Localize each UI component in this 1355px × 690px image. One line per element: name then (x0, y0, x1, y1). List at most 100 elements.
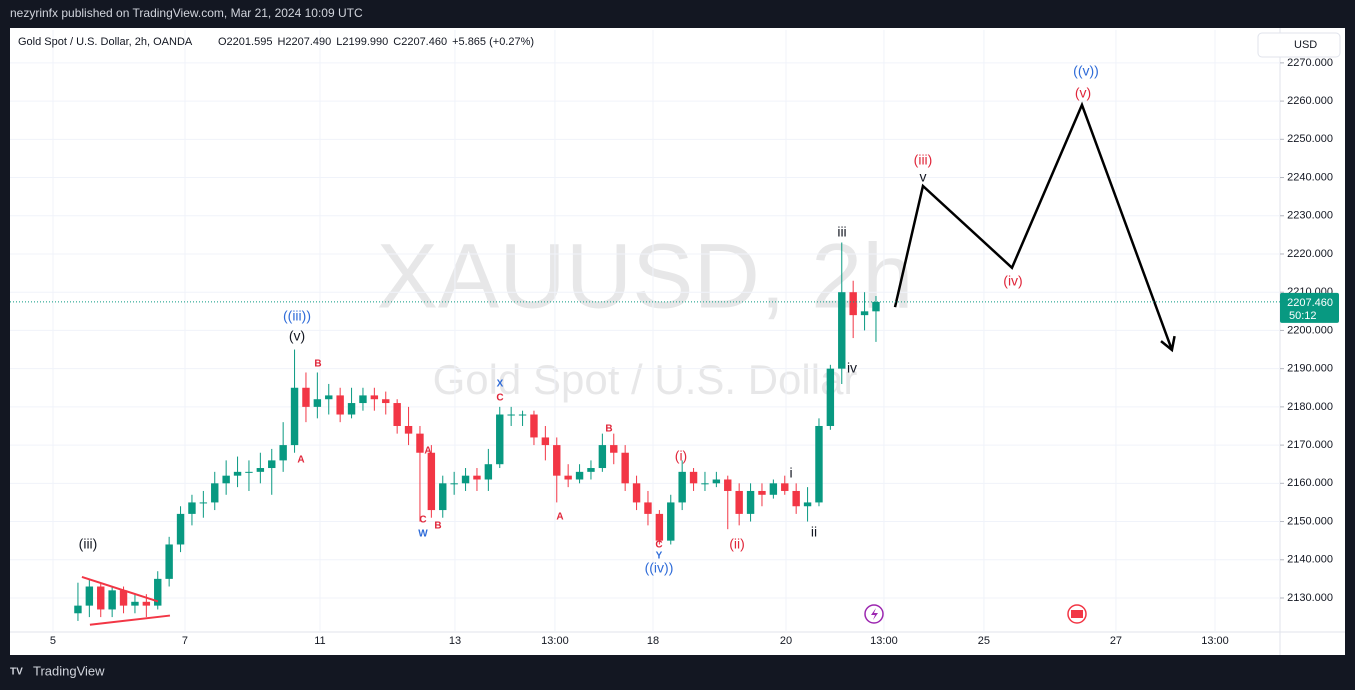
y-tick-label: 2220.000 (1287, 248, 1333, 260)
candle-body (119, 590, 128, 606)
candle-body (872, 301, 880, 312)
candle-body (575, 471, 584, 480)
candle-body (461, 475, 470, 484)
candle-body (621, 452, 629, 484)
candle-body (746, 490, 755, 514)
candle-body (496, 414, 504, 465)
candle-body (758, 490, 766, 495)
x-tick-label: 13:00 (870, 635, 898, 647)
candle-body (667, 502, 675, 541)
candle-body (632, 483, 641, 503)
wave-label: B (434, 521, 441, 532)
wave-label: (v) (289, 328, 305, 344)
x-tick-label: 27 (1110, 635, 1122, 647)
currency[interactable]: USD (1294, 39, 1317, 51)
candle-body (781, 483, 789, 491)
wave-label: (v) (1075, 85, 1091, 101)
countdown: 50:12 (1289, 310, 1317, 322)
wave-label: C (655, 540, 662, 551)
wave-label: B (314, 359, 321, 370)
wave-label: ii (811, 524, 817, 540)
x-tick-label: 5 (50, 635, 56, 647)
wave-label: i (789, 465, 792, 481)
wave-label: C (419, 515, 426, 526)
x-tick-label: 11 (314, 635, 325, 647)
candle-body (450, 483, 458, 485)
wave-label: iv (847, 360, 857, 376)
candle-body (518, 414, 527, 416)
ohlc-value: H2207.490 (277, 36, 331, 48)
candle-body (268, 460, 276, 469)
candle-body (302, 387, 310, 407)
y-tick-label: 2140.000 (1287, 554, 1333, 566)
candle-body (336, 395, 344, 415)
candle-body (587, 468, 595, 472)
wave-label: C (496, 393, 503, 404)
candle-body (439, 483, 447, 511)
ohlc-value: +5.865 (+0.27%) (452, 36, 534, 48)
last-price-box (1280, 292, 1339, 323)
x-tick-label: 13 (449, 635, 461, 647)
wave-label: W (418, 529, 428, 540)
candle-body (233, 471, 242, 476)
candle-body (245, 471, 253, 473)
footer-logo: TradingView (33, 663, 105, 678)
candle-body (860, 311, 869, 316)
wave-label: v (920, 169, 927, 185)
candle-body (803, 502, 812, 507)
logo-mark: TV (10, 667, 23, 678)
y-tick-label: 2240.000 (1287, 171, 1333, 183)
x-tick-label: 13:00 (541, 635, 569, 647)
wave-label: (iv) (1003, 273, 1022, 289)
x-tick-label: 18 (647, 635, 659, 647)
candle-body (689, 471, 698, 484)
candle-body (564, 475, 572, 480)
publish-info: nezyrinfx published on TradingView.com, … (10, 6, 363, 20)
wave-label: Y (656, 551, 663, 562)
candle-body (815, 425, 823, 503)
candle-body (325, 395, 333, 400)
y-tick-label: 2150.000 (1287, 515, 1333, 527)
candle-body (404, 425, 413, 434)
ohlc-value: O2201.595 (218, 36, 272, 48)
event-icon-bolt (871, 608, 878, 620)
candle-body (131, 601, 139, 606)
candle-body (176, 513, 185, 545)
x-tick-label: 13:00 (1201, 635, 1229, 647)
candle-body (507, 414, 515, 416)
y-tick-label: 2170.000 (1287, 439, 1333, 451)
y-tick-label: 2160.000 (1287, 477, 1333, 489)
y-tick-label: 2200.000 (1287, 324, 1333, 336)
candle-body (108, 590, 116, 610)
wave-label: iii (837, 224, 846, 240)
x-tick-label: 25 (978, 635, 990, 647)
candle-body (370, 395, 379, 400)
candle-body (724, 479, 732, 491)
wave-label: (iii) (79, 536, 98, 552)
candle-body (541, 437, 550, 446)
y-tick-label: 2190.000 (1287, 363, 1333, 375)
currency-button[interactable] (1257, 32, 1341, 58)
candle-body (85, 586, 94, 606)
candle-body (655, 513, 664, 541)
candle-body (427, 452, 436, 511)
x-tick-label: 20 (780, 635, 792, 647)
candle-body (712, 479, 721, 484)
candle-body (826, 368, 835, 426)
wave-label: ((iii)) (283, 308, 311, 324)
chart-panel (10, 28, 1345, 655)
candle-body (313, 399, 322, 407)
y-tick-label: 2260.000 (1287, 95, 1333, 107)
candle-body (416, 433, 424, 453)
candle-body (199, 502, 208, 504)
chart-title: Gold Spot / U.S. Dollar, 2h, OANDA (18, 36, 193, 48)
watermark-subtitle: Gold Spot / U.S. Dollar (433, 356, 858, 403)
ohlc-value: C2207.460 (393, 36, 447, 48)
trendline (81, 576, 159, 603)
candle-body (359, 395, 367, 404)
y-tick-label: 2130.000 (1287, 592, 1333, 604)
wave-label: (iii) (914, 152, 933, 168)
ohlc-value: L2199.990 (336, 36, 388, 48)
candle-body (610, 445, 618, 453)
